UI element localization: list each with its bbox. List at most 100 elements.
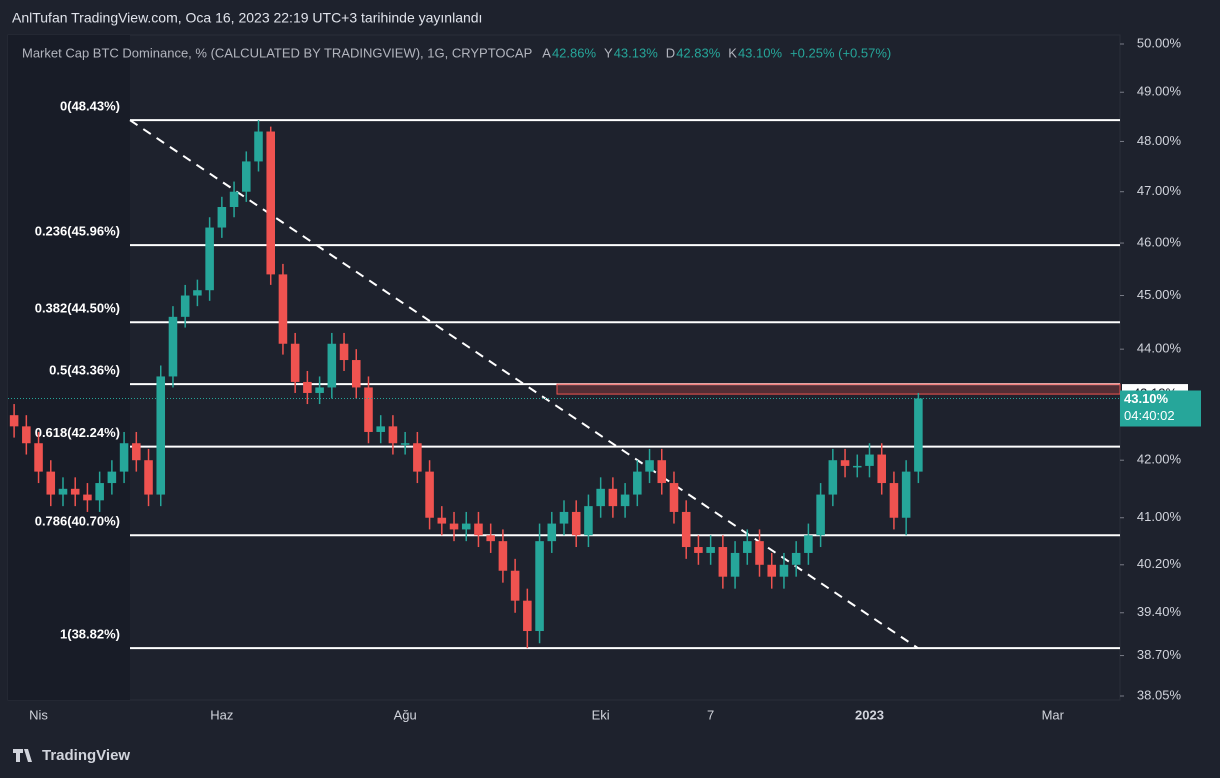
y-tick-label: 48.00% [1137,133,1182,148]
candle-body [364,387,373,432]
candle-body [46,471,56,495]
y-tick-label: 39.40% [1137,604,1182,619]
x-tick-label: Haz [210,707,233,722]
footer: TradingView [42,747,130,764]
legend-change: +0.25% (+0.57%) [790,45,891,60]
candle-body [535,541,544,632]
x-tick-label: 2023 [855,707,884,722]
candle-body [168,316,178,377]
fib-label: 0.236(45.96%) [35,224,120,239]
plot-left-shade [8,35,130,700]
candle-body [437,517,447,524]
y-tick-label: 45.00% [1137,287,1182,302]
candle-body [498,541,508,571]
trend-line [129,119,919,650]
candle-body [596,488,605,507]
candle-body [865,454,874,466]
candle-body [669,483,679,512]
candle-body [156,376,166,495]
candle-body [303,381,312,393]
candle-body [571,511,581,536]
candle-body [743,541,752,553]
x-tick-label: Ağu [394,707,417,722]
candle-body [254,131,263,162]
legend-value: 43.13% [614,45,659,60]
y-tick-label: 41.00% [1137,509,1182,524]
candle-body [107,471,117,484]
candle-body [400,443,410,445]
y-tick-label: 50.00% [1137,35,1182,50]
candle-body [914,398,923,472]
y-tick-label: 40.20% [1137,556,1182,571]
countdown: 04:40:02 [1124,408,1175,423]
x-tick-label: Mar [1042,707,1065,722]
y-tick-label: 42.00% [1137,452,1182,467]
alert-zone [556,383,1121,395]
candle-body [694,547,703,553]
candle-body [449,523,459,530]
y-tick-label: 38.70% [1137,647,1182,662]
legend-key: A [542,45,551,60]
fib-label: 0.382(44.50%) [35,301,120,316]
fib-label: 0(48.43%) [60,99,120,114]
legend-key: Y [604,45,613,60]
candle-body [840,460,850,466]
candle-body [205,227,214,291]
fib-label: 0.5(43.36%) [49,363,120,378]
y-tick-label: 38.05% [1137,687,1182,702]
legend-value: 42.83% [676,45,721,60]
candle-body [278,274,288,344]
candle-body [290,343,300,382]
candle-body [413,443,422,472]
candle-body [229,191,239,207]
candle-body [889,483,899,518]
candle-body [327,343,337,388]
y-tick-label: 49.00% [1137,84,1182,99]
x-tick-label: 7 [707,707,714,722]
candle-body [559,511,569,524]
candle-body [217,206,227,228]
logo [13,749,32,762]
candle-body [193,290,202,296]
candle-body [461,523,471,530]
candle-body [180,295,190,317]
candle-body [242,161,251,192]
candle-body [58,488,68,495]
candle-body [828,460,838,495]
candle-body [804,535,813,553]
candle-body [901,471,911,518]
y-tick-label: 46.00% [1137,234,1182,249]
fib-label: 0.786(40.70%) [35,514,120,529]
last-price-box [1120,390,1201,427]
candle-body [95,483,104,501]
candle-body [584,506,593,536]
y-tick-label: 47.00% [1137,183,1182,198]
candle-body [755,541,764,565]
candle-body [852,465,862,468]
candle-body [657,460,667,484]
x-tick-label: Nis [29,707,48,722]
candle-body [9,415,19,427]
candle-body [791,552,801,565]
candle-body [339,343,349,361]
candle-body [608,488,618,507]
candle-body [376,426,385,432]
candle-body [132,443,141,461]
legend-value: 42.86% [552,45,597,60]
header: AnlTufan TradingView.com, Oca 16, 2023 2… [12,10,482,26]
legend-value: 43.10% [738,45,783,60]
candle-body [144,460,153,495]
candle-body [388,426,398,444]
candle-body [730,552,740,577]
candle-body [486,535,495,542]
last-price-label: 43.10% [1124,391,1169,406]
x-tick-label: Eki [592,707,610,722]
candle-body [816,494,825,536]
candle-body [119,443,129,472]
candle-body [779,564,789,577]
candle-body [22,426,31,444]
candle-body [633,471,642,495]
plot-area [7,34,1121,701]
candle-body [474,523,483,536]
